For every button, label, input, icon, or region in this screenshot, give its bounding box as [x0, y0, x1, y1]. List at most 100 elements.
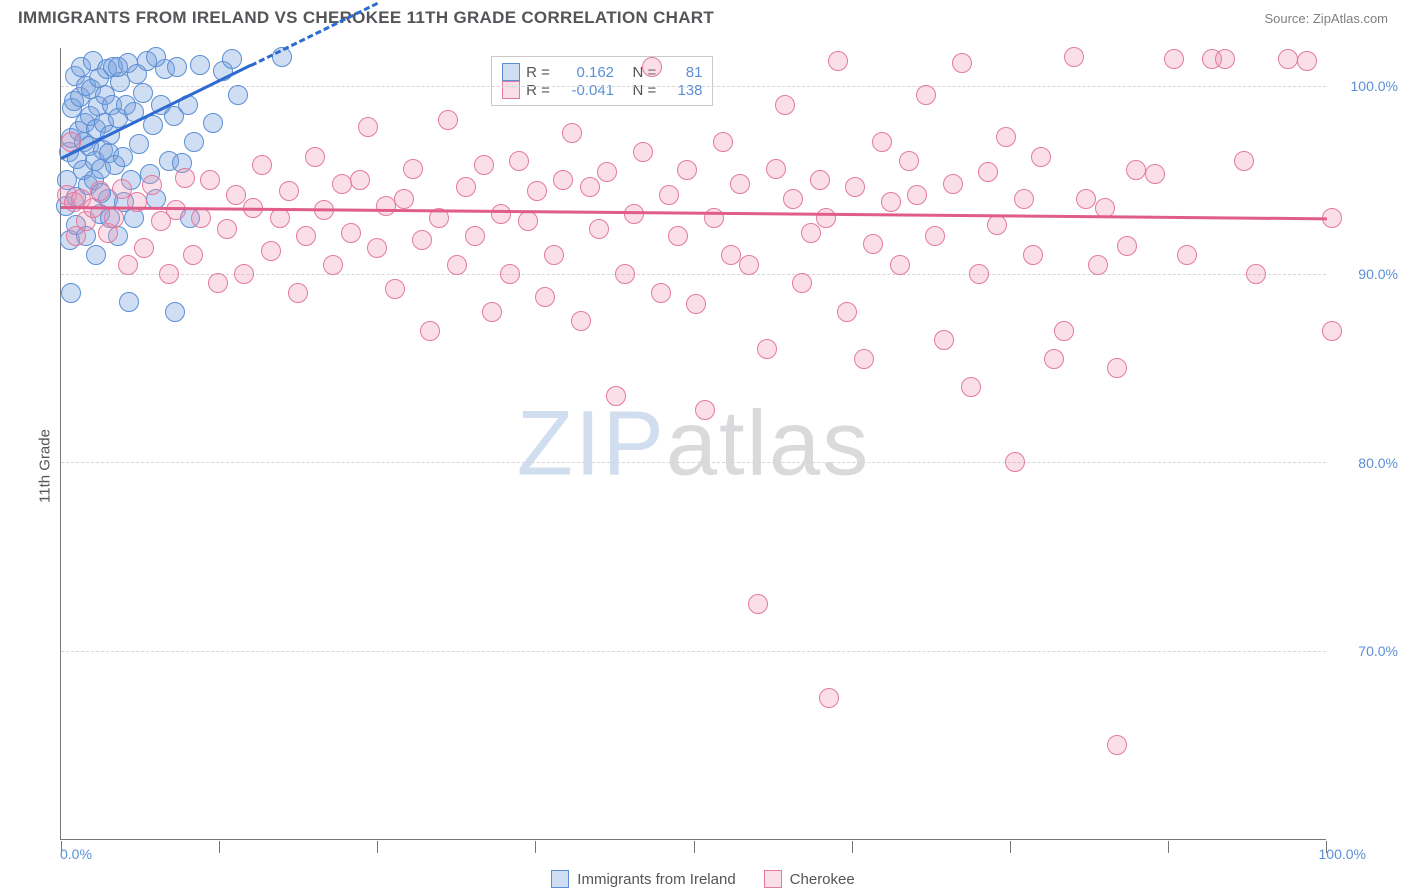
data-point-cherokee	[438, 110, 458, 130]
x-tick-min: 0.0%	[60, 846, 92, 862]
data-point-cherokee	[403, 159, 423, 179]
data-point-cherokee	[1023, 245, 1043, 265]
x-tick-mark	[694, 841, 695, 853]
data-point-cherokee	[456, 177, 476, 197]
data-point-cherokee	[200, 170, 220, 190]
gridline-h	[61, 462, 1326, 463]
data-point-cherokee	[1126, 160, 1146, 180]
data-point-cherokee	[1278, 49, 1298, 69]
r-label: R =	[526, 64, 554, 81]
data-point-cherokee	[183, 245, 203, 265]
data-point-cherokee	[447, 255, 467, 275]
data-point-cherokee	[208, 273, 228, 293]
data-point-cherokee	[385, 279, 405, 299]
data-point-cherokee	[367, 238, 387, 258]
data-point-cherokee	[553, 170, 573, 190]
data-point-cherokee	[323, 255, 343, 275]
data-point-cherokee	[90, 181, 110, 201]
chart-container: 11th Grade ZIPatlas R = 0.162 N = 81R = …	[0, 40, 1406, 892]
data-point-cherokee	[987, 215, 1007, 235]
legend-swatch	[551, 870, 569, 888]
data-point-cherokee	[695, 400, 715, 420]
data-point-cherokee	[1246, 264, 1266, 284]
data-point-cherokee	[1014, 189, 1034, 209]
y-tick-label: 100.0%	[1351, 78, 1398, 94]
data-point-cherokee	[996, 127, 1016, 147]
data-point-cherokee	[854, 349, 874, 369]
data-point-cherokee	[261, 241, 281, 261]
data-point-cherokee	[775, 95, 795, 115]
data-point-cherokee	[589, 219, 609, 239]
data-point-cherokee	[659, 185, 679, 205]
data-point-cherokee	[175, 168, 195, 188]
data-point-cherokee	[907, 185, 927, 205]
data-point-ireland	[184, 132, 204, 152]
n-value: 138	[666, 82, 702, 99]
data-point-ireland	[190, 55, 210, 75]
data-point-ireland	[129, 134, 149, 154]
data-point-cherokee	[642, 57, 662, 77]
x-tick-max: 100.0%	[1319, 846, 1366, 862]
data-point-cherokee	[296, 226, 316, 246]
data-point-cherokee	[633, 142, 653, 162]
data-point-cherokee	[288, 283, 308, 303]
data-point-cherokee	[1107, 735, 1127, 755]
data-point-ireland	[86, 245, 106, 265]
legend-item: Immigrants from Ireland	[551, 870, 735, 888]
data-point-cherokee	[1322, 321, 1342, 341]
x-tick-mark	[852, 841, 853, 853]
data-point-cherokee	[226, 185, 246, 205]
data-point-ireland	[165, 302, 185, 322]
data-point-cherokee	[104, 208, 124, 228]
data-point-cherokee	[668, 226, 688, 246]
data-point-cherokee	[1215, 49, 1235, 69]
data-point-cherokee	[1054, 321, 1074, 341]
data-point-ireland	[203, 113, 223, 133]
data-point-cherokee	[1064, 47, 1084, 67]
x-tick-mark	[377, 841, 378, 853]
data-point-cherokee	[713, 132, 733, 152]
data-point-cherokee	[597, 162, 617, 182]
data-point-cherokee	[491, 204, 511, 224]
data-point-cherokee	[739, 255, 759, 275]
x-tick-mark	[535, 841, 536, 853]
gridline-h	[61, 651, 1326, 652]
data-point-cherokee	[1234, 151, 1254, 171]
data-point-cherokee	[810, 170, 830, 190]
data-point-cherokee	[191, 208, 211, 228]
data-point-cherokee	[606, 386, 626, 406]
data-point-cherokee	[571, 311, 591, 331]
data-point-cherokee	[837, 302, 857, 322]
data-point-cherokee	[757, 339, 777, 359]
data-point-cherokee	[1088, 255, 1108, 275]
data-point-cherokee	[704, 208, 724, 228]
data-point-cherokee	[509, 151, 529, 171]
data-point-cherokee	[465, 226, 485, 246]
data-point-cherokee	[159, 264, 179, 284]
chart-header: IMMIGRANTS FROM IRELAND VS CHEROKEE 11TH…	[0, 0, 1406, 34]
data-point-cherokee	[474, 155, 494, 175]
source-label: Source: ZipAtlas.com	[1264, 11, 1388, 26]
data-point-cherokee	[1117, 236, 1137, 256]
data-point-cherokee	[863, 234, 883, 254]
x-tick-mark	[1010, 841, 1011, 853]
data-point-cherokee	[217, 219, 237, 239]
data-point-cherokee	[925, 226, 945, 246]
data-point-cherokee	[412, 230, 432, 250]
data-point-cherokee	[535, 287, 555, 307]
data-point-cherokee	[350, 170, 370, 190]
legend-item: Cherokee	[764, 870, 855, 888]
data-point-cherokee	[134, 238, 154, 258]
data-point-cherokee	[792, 273, 812, 293]
data-point-cherokee	[252, 155, 272, 175]
data-point-cherokee	[420, 321, 440, 341]
data-point-cherokee	[544, 245, 564, 265]
data-point-cherokee	[1164, 49, 1184, 69]
n-label: N =	[620, 82, 660, 99]
y-tick-label: 80.0%	[1358, 455, 1398, 471]
data-point-ireland	[222, 49, 242, 69]
legend-label: Immigrants from Ireland	[577, 871, 735, 888]
y-axis-label: 11th Grade	[36, 429, 53, 503]
legend-label: Cherokee	[790, 871, 855, 888]
data-point-cherokee	[845, 177, 865, 197]
